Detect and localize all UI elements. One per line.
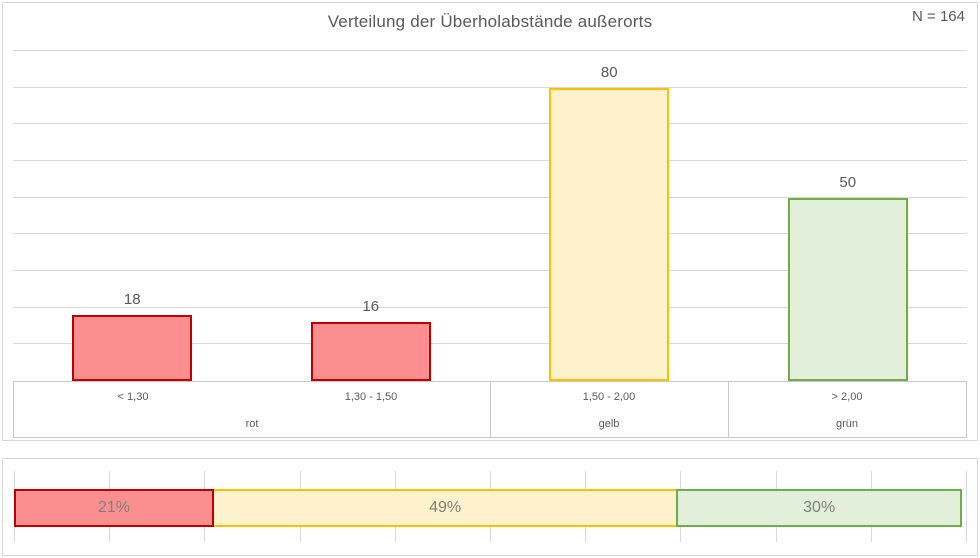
segment-percent-label: 21%: [97, 499, 130, 516]
gridline: [13, 343, 967, 345]
axis-group-divider: [490, 382, 491, 437]
category-axis: < 1,30 1,30 - 1,50 1,50 - 2,00 > 2,00 rot ge…: [13, 381, 967, 438]
gridline: [13, 160, 967, 161]
gridline: [13, 50, 967, 51]
stack-segment: 21%: [14, 489, 214, 527]
stacked-bar-chart: 21% 49% 30%: [2, 458, 978, 556]
category-cell: > 2,00: [831, 390, 863, 403]
category-group-row: rot gelb grün: [14, 411, 966, 437]
gridline: [966, 471, 967, 542]
sample-size-label: N = 164: [912, 8, 965, 25]
category-row: < 1,30 1,30 - 1,50 1,50 - 2,00 > 2,00: [14, 382, 966, 411]
bar-value-label: 50: [839, 173, 857, 191]
category-cell: 1,50 - 2,00: [582, 390, 636, 403]
bar-column: [549, 87, 670, 381]
category-cell: 1,30 - 1,50: [344, 390, 398, 403]
stack-segment: 49%: [211, 489, 679, 527]
bar-value-label: 80: [600, 63, 618, 81]
chart-title: Verteilung der Überholabstände außerorts: [327, 12, 653, 31]
stack-segment: 30%: [676, 489, 962, 527]
bar-value-label: 18: [123, 291, 141, 308]
gridline: [13, 270, 967, 271]
axis-group-divider: [728, 382, 729, 437]
bar-column: [787, 197, 908, 381]
stacked-plot-area: 21% 49% 30%: [14, 471, 967, 542]
category-group-cell: grün: [835, 418, 859, 430]
column-plot-area: 18 16 80 50: [13, 50, 967, 381]
bar-column: [72, 315, 193, 381]
bar-value-label: 16: [362, 298, 380, 316]
stacked-bar: 21% 49% 30%: [14, 489, 966, 527]
gridline: [13, 306, 967, 308]
segment-percent-label: 49%: [429, 499, 462, 516]
bar-column: [310, 322, 431, 381]
gridline: [13, 233, 967, 235]
column-chart: Verteilung der Überholabstände außerorts…: [2, 2, 978, 441]
category-group-cell: rot: [245, 418, 259, 430]
gridline: [13, 123, 967, 125]
category-group-cell: gelb: [598, 418, 620, 430]
gridline: [13, 86, 967, 88]
category-cell: < 1,30: [117, 390, 149, 403]
segment-percent-label: 30%: [803, 499, 836, 516]
gridline: [13, 196, 967, 198]
